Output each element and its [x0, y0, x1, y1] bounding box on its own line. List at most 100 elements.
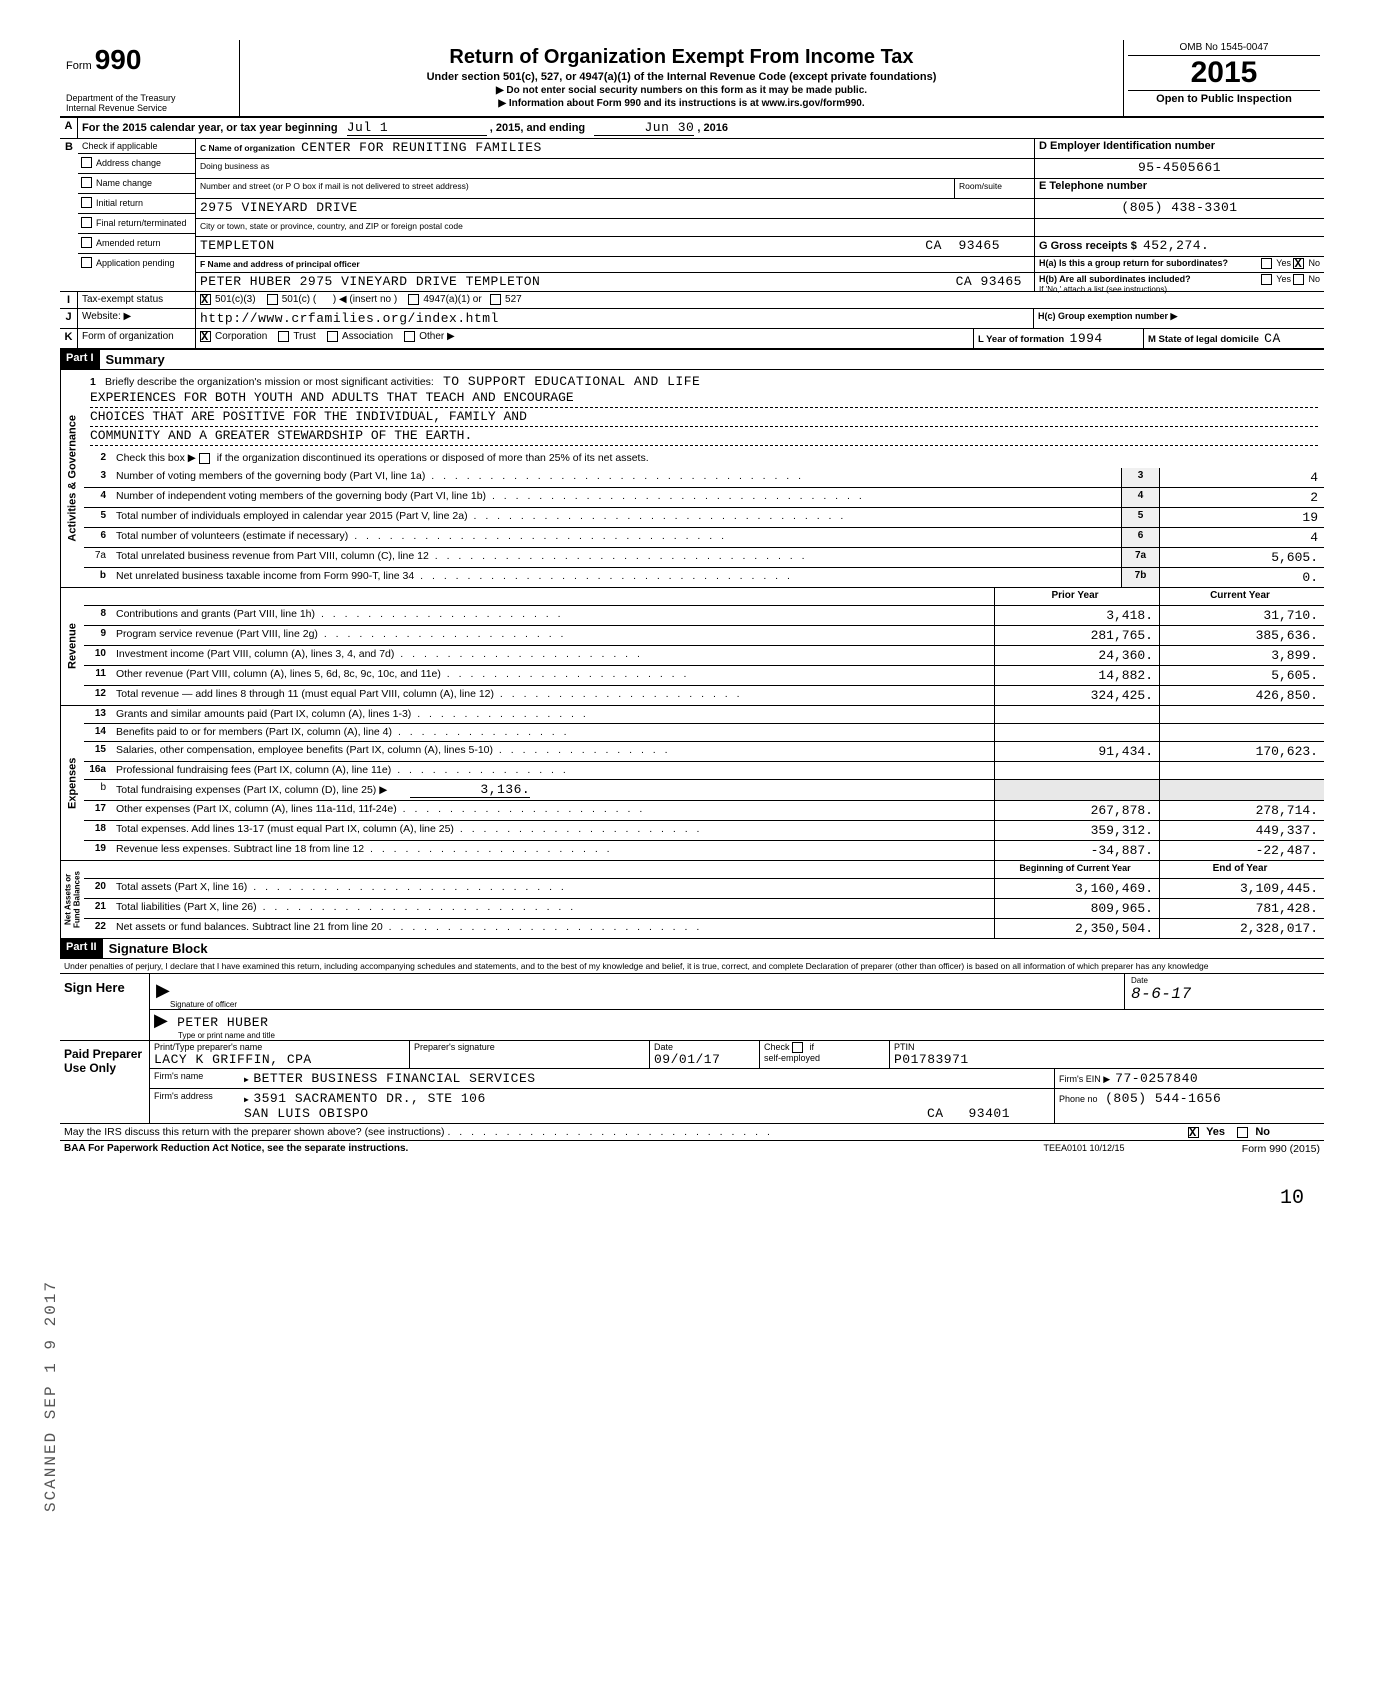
tax-year-end: Jun 30 [594, 120, 694, 136]
firm-name-value: BETTER BUSINESS FINANCIAL SERVICES [240, 1069, 1054, 1088]
scanned-stamp: SCANNED SEP 1 9 2017 [42, 1280, 60, 1512]
check-applicable: Check if applicable [78, 139, 195, 154]
ein-label: D Employer Identification number [1039, 140, 1215, 152]
gross-receipts-value: 452,274. [1143, 238, 1209, 253]
dba-label: Doing business as [200, 161, 269, 171]
prior-current-header: Revenue Prior Year Current Year 8 Contri… [60, 588, 1324, 706]
sign-here-block: Sign Here ▶ Signature of officer Date 8-… [60, 974, 1324, 1041]
line-14: 14 Benefits paid to or for members (Part… [84, 724, 1324, 742]
line-b: b Net unrelated business taxable income … [84, 568, 1324, 587]
ptin-value: P01783971 [894, 1052, 1320, 1067]
line-5: 5 Total number of individuals employed i… [84, 508, 1324, 528]
ha-no[interactable] [1293, 258, 1304, 269]
tax-exempt-label: Tax-exempt status [78, 292, 196, 308]
phone-value: (805) 438-3301 [1121, 200, 1237, 215]
open-inspection: Open to Public Inspection [1128, 91, 1320, 106]
row-a: A For the 2015 calendar year, or tax yea… [60, 118, 1324, 139]
city-value: TEMPLETON [200, 238, 275, 253]
form-org-label: Form of organization [78, 329, 196, 348]
chk-501c[interactable] [267, 294, 278, 305]
line16b-desc: Total fundraising expenses (Part IX, col… [116, 784, 387, 796]
form-ref: Form 990 (2015) [1174, 1141, 1324, 1157]
firm-ein-value: 77-0257840 [1115, 1071, 1198, 1086]
line-12: 12 Total revenue — add lines 8 through 1… [84, 686, 1324, 705]
dept-label: Department of the Treasury Internal Reve… [66, 94, 233, 114]
tax-year-begin: Jul 1 [347, 120, 487, 136]
chk-application-pending[interactable]: Application pending [78, 254, 195, 274]
line-13: 13 Grants and similar amounts paid (Part… [84, 706, 1324, 724]
prior-year-header: Prior Year [994, 588, 1159, 605]
gross-receipts-label: G Gross receipts $ [1039, 240, 1137, 252]
form-subtitle: Under section 501(c), 527, or 4947(a)(1)… [250, 71, 1113, 83]
street-value: 2975 VINEYARD DRIVE [200, 200, 358, 215]
chk-trust[interactable] [278, 331, 289, 342]
firm-name-label: Firm's name [150, 1069, 240, 1088]
page-number: 10 [60, 1187, 1304, 1210]
hc-label: H(c) Group exemption number ▶ [1034, 309, 1324, 328]
preparer-name-label: Print/Type preparer's name [154, 1042, 405, 1052]
chk-corp[interactable] [200, 331, 211, 342]
sign-name-label: Type or print name and title [178, 1031, 1320, 1040]
mission-line3: CHOICES THAT ARE POSITIVE FOR THE INDIVI… [90, 408, 1318, 427]
chk-address-change[interactable]: Address change [78, 154, 195, 174]
vert-label-expenses: Expenses [60, 706, 84, 860]
chk-initial-return[interactable]: Initial return [78, 194, 195, 214]
row-k: K Form of organization Corporation Trust… [60, 329, 1324, 350]
chk-final-return[interactable]: Final return/terminated [78, 214, 195, 234]
section-bcd: B Check if applicable Address change Nam… [60, 139, 1324, 292]
tax-year: 2015 [1128, 56, 1320, 91]
part2-header: Part II Signature Block [60, 939, 1324, 959]
signature-label: Signature of officer [170, 1000, 237, 1009]
mission-line2: EXPERIENCES FOR BOTH YOUTH AND ADULTS TH… [90, 389, 1318, 408]
hb-no[interactable] [1293, 274, 1304, 285]
preparer-name-value: LACY K GRIFFIN, CPA [154, 1052, 405, 1067]
line-22: 22 Net assets or fund balances. Subtract… [84, 919, 1324, 938]
chk-self-employed[interactable] [792, 1042, 803, 1053]
firm-addr2: SAN LUIS OBISPO [244, 1106, 369, 1121]
city-label: City or town, state or province, country… [200, 221, 463, 231]
line-17: 17 Other expenses (Part IX, column (A), … [84, 801, 1324, 821]
form-header: Form 990 Department of the Treasury Inte… [60, 40, 1324, 118]
chk-amended-return[interactable]: Amended return [78, 234, 195, 254]
line-19: 19 Revenue less expenses. Subtract line … [84, 841, 1324, 860]
year-formation-label: L Year of formation [978, 334, 1064, 345]
ha-label: H(a) Is this a group return for subordin… [1039, 258, 1228, 268]
ha-yes[interactable] [1261, 258, 1272, 269]
form-title: Return of Organization Exempt From Incom… [250, 46, 1113, 69]
website-value: http://www.crfamilies.org/index.html [196, 309, 1034, 328]
ein-label2: Firm's EIN ▶ [1059, 1074, 1110, 1084]
row-a-endyear: , 2016 [697, 122, 728, 134]
sign-here-label: Sign Here [60, 974, 150, 1040]
chk-501c3[interactable] [200, 294, 211, 305]
ein-value: 95-4505661 [1138, 160, 1221, 175]
chk-4947[interactable] [408, 294, 419, 305]
hb-yes[interactable] [1261, 274, 1272, 285]
chk-discuss-yes[interactable] [1188, 1127, 1199, 1138]
discuss-text: May the IRS discuss this return with the… [64, 1126, 445, 1138]
part1-header: Part I Summary [60, 350, 1324, 370]
end-year-header: End of Year [1159, 861, 1324, 878]
line2-text: Check this box ▶ if the organization dis… [116, 452, 649, 464]
phone-label: E Telephone number [1039, 180, 1147, 192]
row-a-mid: , 2015, and ending [490, 122, 585, 134]
street-label: Number and street (or P O box if mail is… [200, 181, 469, 191]
chk-discuss-no[interactable] [1237, 1127, 1248, 1138]
chk-other[interactable] [404, 331, 415, 342]
mission-line1: TO SUPPORT EDUCATIONAL AND LIFE [443, 374, 700, 389]
line-20: 20 Total assets (Part X, line 16) . . . … [84, 879, 1324, 899]
firm-addr-label: Firm's address [150, 1089, 240, 1123]
current-year-header: Current Year [1159, 588, 1324, 605]
chk-assoc[interactable] [327, 331, 338, 342]
vert-label-nab: Net Assets or Fund Balances [60, 861, 84, 938]
ptin-label: PTIN [894, 1042, 1320, 1052]
officer-label: F Name and address of principal officer [200, 259, 360, 269]
letter-j: J [60, 309, 78, 328]
row-i: I Tax-exempt status 501(c)(3) 501(c) ( )… [60, 292, 1324, 309]
chk-name-change[interactable]: Name change [78, 174, 195, 194]
chk-discontinued[interactable] [199, 453, 210, 464]
sign-date-label: Date [1131, 976, 1318, 985]
chk-527[interactable] [490, 294, 501, 305]
section-activities-governance: Activities & Governance 1 Briefly descri… [60, 370, 1324, 589]
section-expenses: Expenses 13 Grants and similar amounts p… [60, 706, 1324, 861]
letter-k: K [60, 329, 78, 348]
